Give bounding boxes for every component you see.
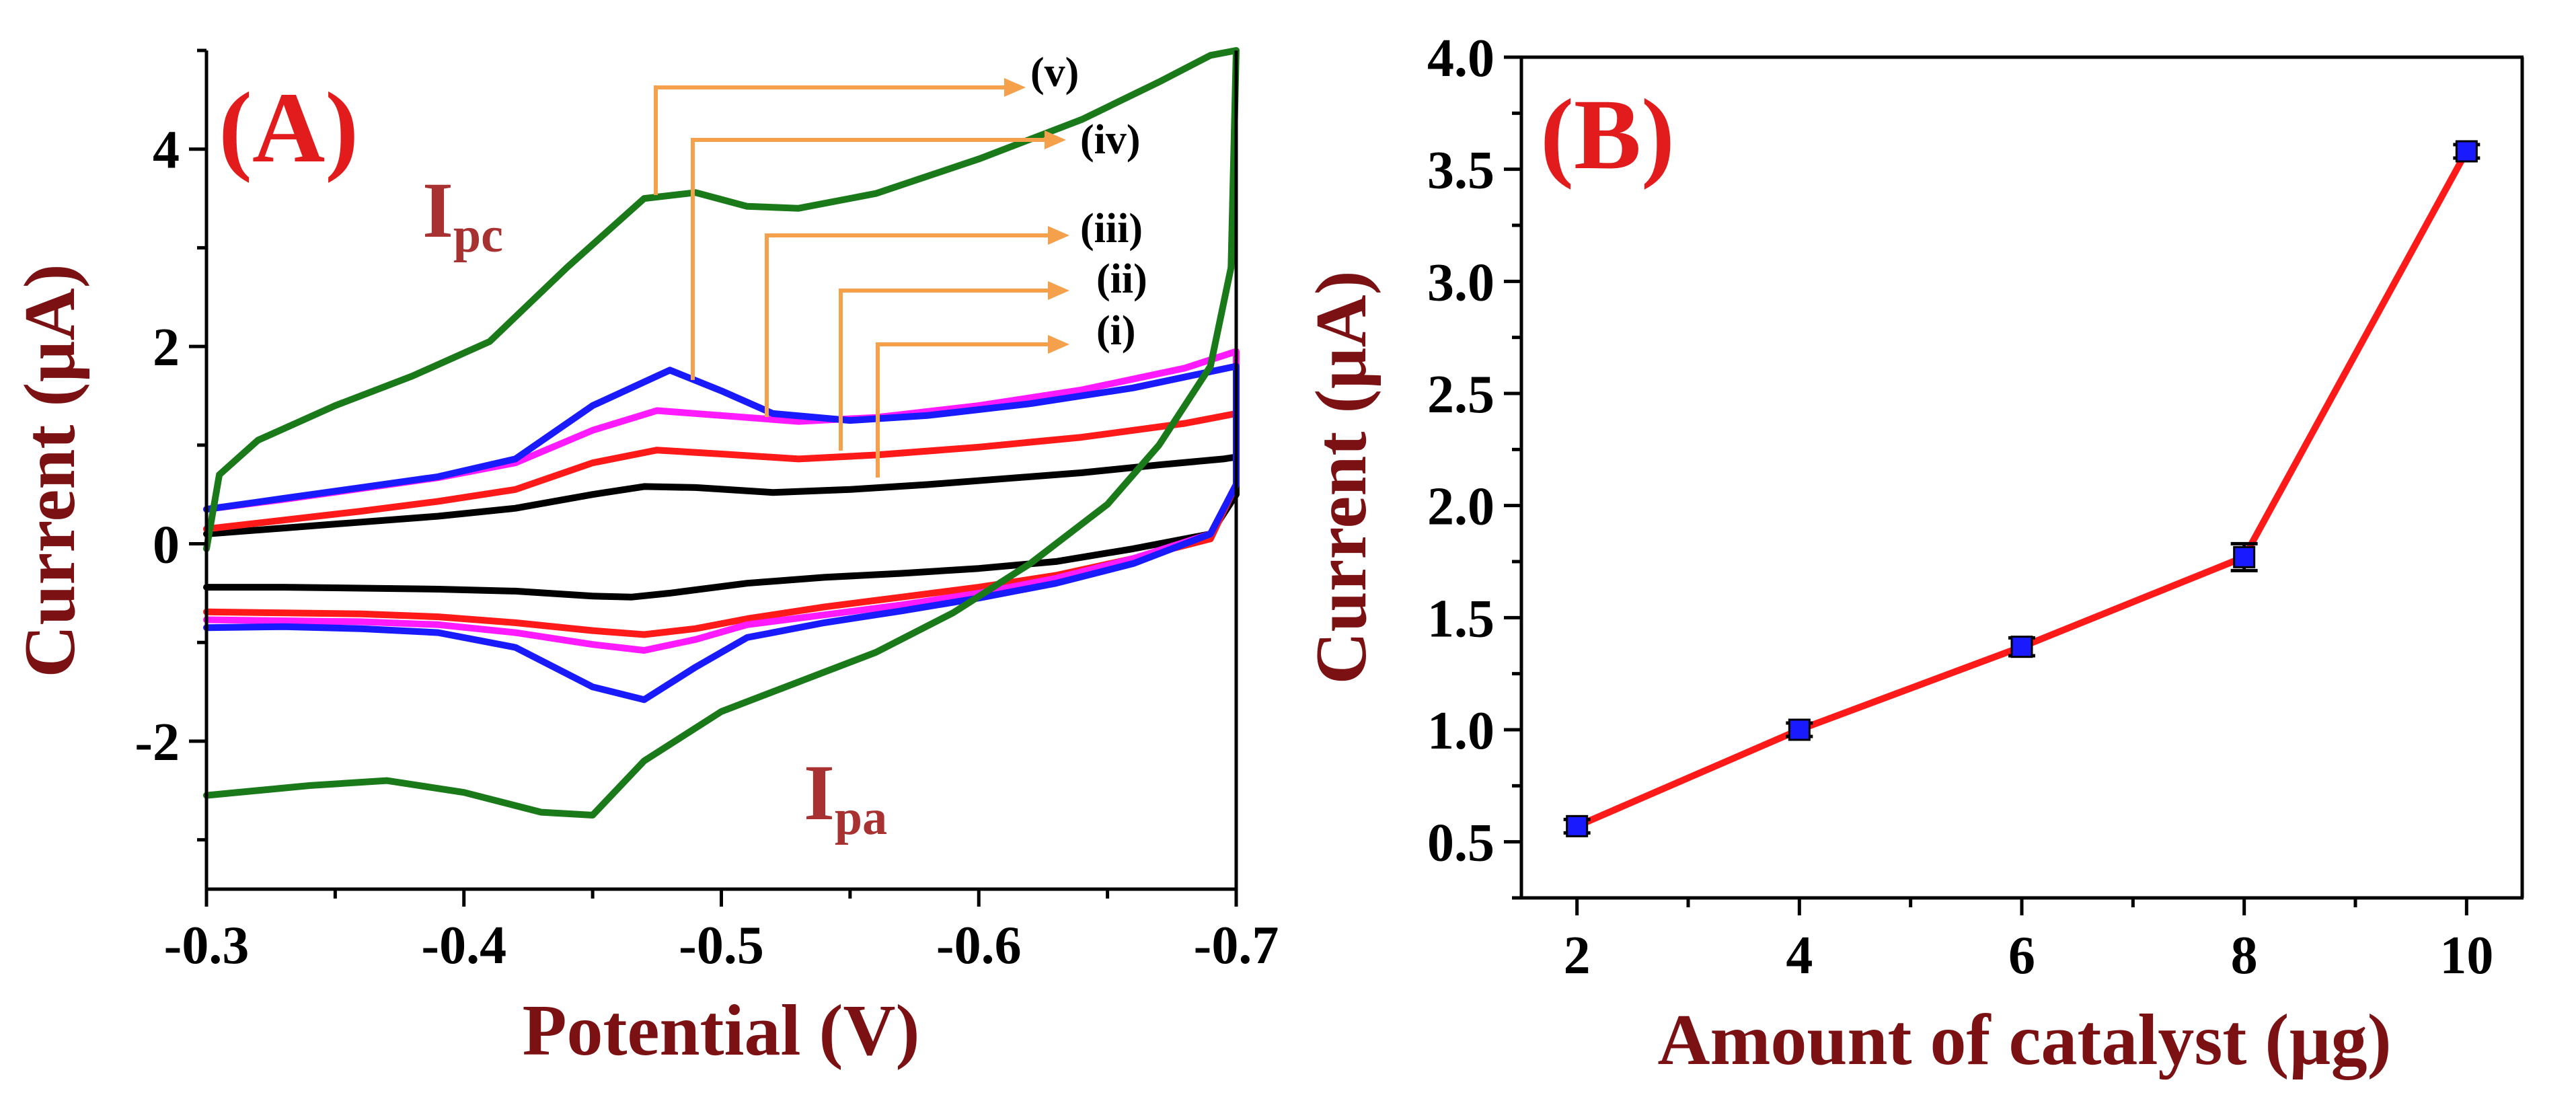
curve-label-v: (v) [1030, 50, 1079, 96]
anodic-peak-label: Ipa [804, 749, 887, 845]
panel-a-y-axis-title: Current (µA) [10, 264, 90, 677]
b-y-tick-label: 2.0 [1427, 478, 1494, 537]
b-x-tick-label: 4 [1786, 926, 1813, 985]
a-x-tick-label: -0.5 [679, 916, 764, 975]
data-point-marker [1566, 814, 1589, 837]
arrow-head-iii [1048, 226, 1069, 245]
panel-b-chart: 2 4 6 8 10 0.5 1.0 1.5 2.0 2.5 3.0 3.5 4.0 (B) Amoun… [1301, 29, 2524, 1080]
curve-label-iv: (iv) [1080, 117, 1141, 163]
a-x-tick-label: -0.3 [164, 916, 250, 975]
b-x-tick-label: 6 [2008, 926, 2035, 985]
arrow-line-iv [691, 138, 1049, 380]
data-point-marker [1788, 718, 1811, 741]
panel-b-x-axis-title: Amount of catalyst (µg) [1657, 1000, 2391, 1080]
panel-a-arrows [654, 78, 1069, 478]
panel-b-label: (B) [1540, 79, 1675, 190]
b-y-tick-label: 2.5 [1427, 365, 1494, 424]
b-y-tick-label: 4.0 [1427, 29, 1494, 88]
curve-label-ii: (ii) [1096, 256, 1147, 302]
a-y-tick-label: 4 [153, 121, 180, 180]
data-point-marker [2010, 636, 2033, 658]
arrow-head-ii [1048, 281, 1069, 300]
arrow-line-iii [765, 233, 1053, 417]
a-y-tick-label: 2 [153, 318, 180, 377]
anodic-peak-main: I [804, 749, 835, 837]
cathodic-peak-label: Ipc [422, 166, 503, 263]
arrow-line-i [876, 342, 1053, 478]
b-y-tick-label: 3.0 [1427, 253, 1494, 312]
panel-a-curve-labels: (v)(iv) (iii)(ii) (i) [1030, 50, 1147, 354]
arrow-head-i [1048, 335, 1069, 354]
data-point-marker [2455, 140, 2478, 163]
a-x-tick-label: -0.7 [1194, 916, 1279, 975]
curve-label-i: (i) [1096, 308, 1136, 354]
b-y-tick-label: 1.5 [1427, 589, 1494, 648]
panel-b-tick-labels: 2 4 6 8 10 0.5 1.0 1.5 2.0 2.5 3.0 3.5 4.0 [1427, 29, 2493, 985]
curve-label-iii: (iii) [1080, 206, 1143, 252]
b-x-tick-label: 2 [1564, 926, 1591, 985]
panel-a-label: (A) [219, 72, 358, 184]
a-y-tick-label: 0 [153, 516, 180, 575]
b-x-tick-label: 10 [2439, 926, 2493, 985]
data-point-marker [2233, 545, 2256, 568]
panel-a-ticks [189, 48, 1238, 907]
panel-b-y-axis-title: Current (µA) [1301, 270, 1381, 684]
arrow-line-v [654, 85, 1009, 195]
anodic-peak-sub: pa [835, 790, 887, 845]
b-x-tick-label: 8 [2231, 926, 2258, 985]
a-x-tick-label: -0.6 [936, 916, 1022, 975]
panel-a-tick-labels: -0.3 -0.4 -0.5 -0.6 -0.7 -2 0 2 4 [135, 121, 1279, 975]
b-y-tick-label: 0.5 [1427, 814, 1494, 873]
cathodic-peak-sub: pc [453, 208, 503, 263]
arrow-head-v [1004, 78, 1026, 97]
a-y-tick-label: -2 [135, 713, 180, 772]
b-y-tick-label: 1.0 [1427, 701, 1494, 761]
arrow-line-ii [839, 289, 1053, 451]
panel-a-x-axis-title: Potential (V) [523, 991, 920, 1071]
a-x-tick-label: -0.4 [421, 916, 506, 975]
panel-b-series [1563, 140, 2480, 837]
b-y-tick-label: 3.5 [1427, 141, 1494, 200]
panel-b-ticks [1504, 55, 2468, 915]
cathodic-peak-main: I [422, 166, 453, 254]
arrow-head-iv [1045, 130, 1066, 149]
